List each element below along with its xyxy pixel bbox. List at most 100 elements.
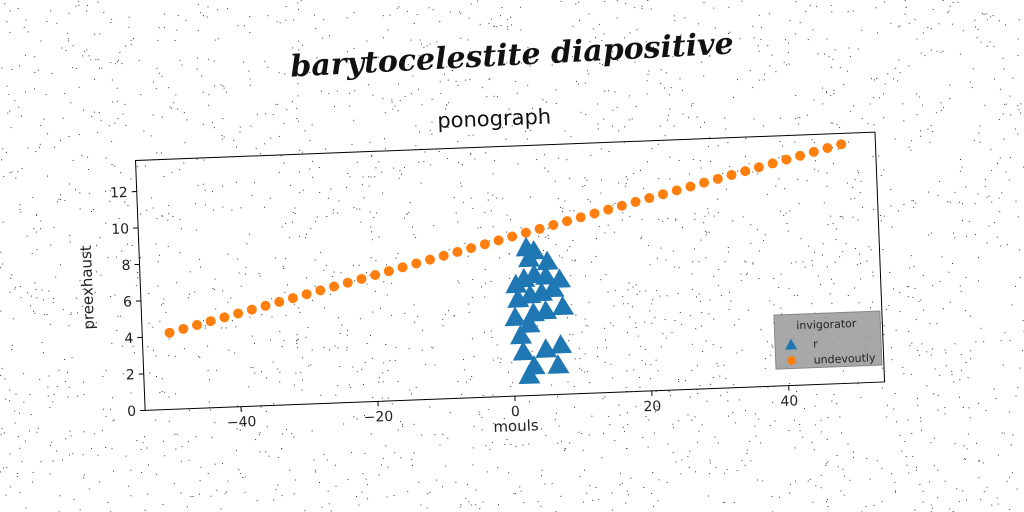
noise-speck bbox=[657, 370, 659, 372]
noise-speck bbox=[789, 492, 791, 494]
noise-speck bbox=[976, 37, 978, 39]
noise-speck bbox=[375, 260, 377, 262]
noise-speck bbox=[393, 494, 395, 496]
noise-speck bbox=[647, 446, 649, 448]
noise-speck bbox=[469, 154, 471, 156]
noise-speck bbox=[158, 254, 160, 256]
noise-speck bbox=[832, 222, 834, 224]
noise-speck bbox=[299, 149, 301, 151]
noise-speck bbox=[718, 268, 720, 270]
noise-speck bbox=[994, 78, 996, 80]
noise-speck bbox=[19, 412, 20, 414]
noise-speck bbox=[701, 312, 703, 313]
noise-speck bbox=[675, 461, 677, 463]
noise-speck bbox=[822, 103, 824, 105]
noise-speck bbox=[973, 140, 975, 142]
noise-speck bbox=[994, 222, 996, 224]
noise-speck bbox=[996, 497, 998, 499]
noise-speck bbox=[998, 20, 1000, 22]
noise-speck bbox=[850, 198, 852, 200]
noise-speck bbox=[500, 25, 502, 27]
noise-speck bbox=[413, 234, 415, 236]
noise-speck bbox=[603, 432, 604, 434]
noise-speck bbox=[781, 313, 783, 315]
noise-speck bbox=[40, 461, 42, 463]
noise-speck bbox=[490, 330, 492, 332]
noise-speck bbox=[951, 374, 953, 376]
noise-speck bbox=[1012, 77, 1014, 79]
noise-speck bbox=[264, 143, 266, 145]
noise-speck bbox=[27, 31, 29, 33]
noise-speck bbox=[366, 283, 368, 285]
noise-speck bbox=[645, 416, 647, 417]
noise-speck bbox=[367, 84, 369, 86]
noise-speck bbox=[911, 433, 913, 434]
noise-speck bbox=[463, 359, 465, 360]
noise-speck bbox=[847, 11, 849, 13]
noise-speck bbox=[1011, 304, 1013, 306]
noise-speck bbox=[371, 155, 372, 157]
noise-speck bbox=[411, 458, 413, 460]
noise-speck bbox=[604, 90, 606, 92]
noise-speck bbox=[99, 33, 101, 35]
noise-speck bbox=[148, 322, 150, 324]
noise-speck bbox=[768, 13, 770, 15]
noise-speck bbox=[717, 365, 719, 367]
noise-speck bbox=[385, 344, 387, 345]
noise-speck bbox=[214, 421, 216, 423]
noise-speck bbox=[672, 426, 674, 428]
noise-speck bbox=[0, 434, 2, 436]
noise-speck bbox=[842, 217, 844, 219]
noise-speck bbox=[376, 212, 378, 214]
noise-speck bbox=[436, 41, 438, 43]
noise-speck bbox=[660, 346, 662, 348]
noise-speck bbox=[959, 53, 961, 55]
noise-speck bbox=[921, 429, 922, 431]
noise-speck bbox=[837, 148, 839, 150]
noise-speck bbox=[664, 87, 666, 89]
noise-speck bbox=[0, 251, 2, 253]
noise-speck bbox=[359, 208, 361, 210]
noise-speck bbox=[945, 365, 947, 367]
noise-speck bbox=[411, 56, 413, 58]
noise-speck bbox=[145, 165, 146, 167]
noise-speck bbox=[626, 490, 628, 492]
noise-speck bbox=[310, 364, 312, 366]
noise-speck bbox=[523, 502, 525, 504]
noise-speck bbox=[210, 495, 212, 497]
noise-speck bbox=[557, 442, 559, 444]
noise-speck bbox=[871, 301, 873, 303]
noise-speck bbox=[948, 271, 950, 273]
noise-speck bbox=[359, 318, 361, 320]
noise-speck bbox=[402, 423, 403, 425]
noise-speck bbox=[469, 79, 471, 81]
noise-speck bbox=[161, 378, 163, 380]
noise-speck bbox=[99, 481, 101, 483]
noise-speck bbox=[394, 105, 396, 107]
noise-speck bbox=[175, 448, 177, 450]
noise-speck bbox=[348, 384, 350, 386]
noise-speck bbox=[105, 190, 107, 192]
noise-speck bbox=[621, 482, 623, 484]
noise-speck bbox=[564, 54, 566, 56]
noise-speck bbox=[137, 272, 139, 273]
noise-speck bbox=[449, 11, 451, 13]
noise-speck bbox=[969, 417, 971, 419]
noise-speck bbox=[62, 459, 64, 461]
noise-speck bbox=[469, 379, 471, 381]
noise-speck bbox=[612, 109, 614, 111]
noise-speck bbox=[500, 15, 501, 17]
noise-speck bbox=[484, 269, 486, 270]
noise-speck bbox=[46, 314, 48, 315]
noise-speck bbox=[978, 402, 980, 404]
noise-speck bbox=[336, 90, 338, 92]
noise-speck bbox=[1003, 138, 1005, 140]
noise-speck bbox=[922, 104, 924, 106]
noise-speck bbox=[968, 407, 970, 409]
noise-speck bbox=[859, 253, 860, 255]
noise-speck bbox=[1018, 109, 1020, 111]
noise-speck bbox=[908, 286, 910, 288]
point-undevoutly bbox=[315, 285, 326, 296]
noise-speck bbox=[515, 446, 517, 448]
noise-speck bbox=[448, 249, 450, 251]
